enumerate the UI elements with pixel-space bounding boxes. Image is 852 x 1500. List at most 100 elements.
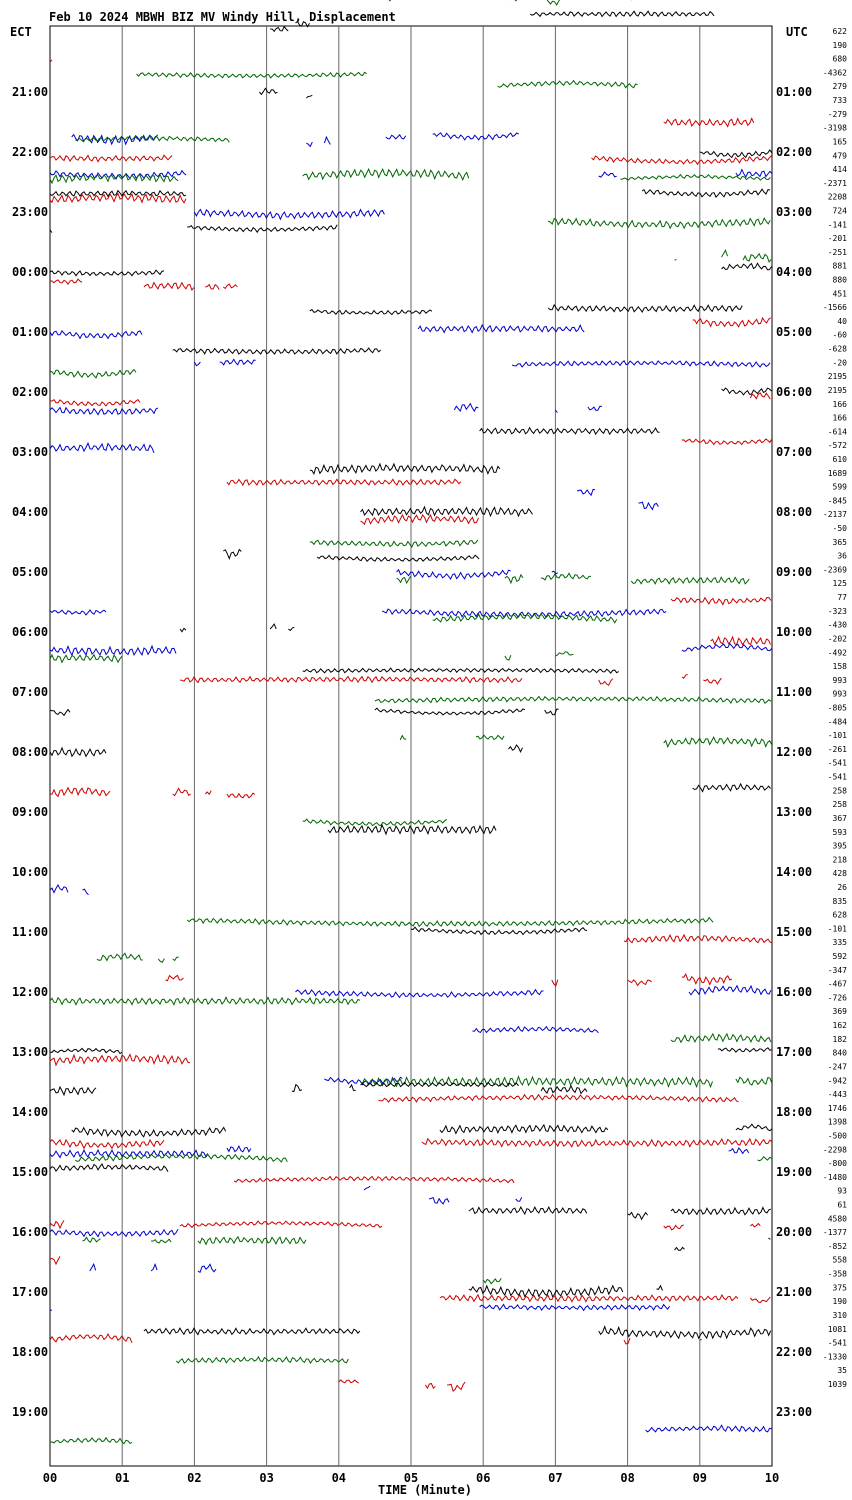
offset-label: 367 [833,814,848,823]
right-time-label: 07:00 [776,445,812,459]
trace-segment [598,678,614,687]
trace-segment [681,674,688,679]
trace-segment [150,1263,158,1272]
offset-label: 451 [833,289,848,298]
trace-segment [49,708,71,717]
right-time-label: 23:00 [776,1405,812,1419]
offset-label: -942 [828,1076,847,1085]
trace-segment [302,818,447,827]
offset-label: -541 [828,1339,847,1348]
offset-label: 428 [833,869,848,878]
trace-segment [547,217,771,230]
x-tick-label: 04 [332,1471,346,1485]
offset-label: 1746 [828,1104,847,1113]
trace-segment [302,167,470,182]
trace-segment [327,823,497,836]
offset-label: -1377 [823,1228,847,1237]
trace-segment [309,462,501,476]
offset-label: -2298 [823,1145,847,1154]
offset-label: -261 [828,745,847,754]
left-time-label: 15:00 [12,1165,48,1179]
trace-segment [49,59,53,63]
trace-segment [82,1236,101,1243]
trace-segment [49,1053,191,1067]
trace-segment [324,1076,403,1086]
left-time-label: 01:00 [12,325,48,339]
right-time-label: 10:00 [776,625,812,639]
offset-label: -484 [828,717,847,726]
trace-segment [735,168,773,179]
left-time-label: 08:00 [12,745,48,759]
trace-segment [598,171,617,178]
left-time-label: 22:00 [12,145,48,159]
offset-label: -628 [828,345,847,354]
offset-label: -492 [828,648,847,657]
offset-label: -1330 [823,1352,847,1361]
trace-segment [295,988,544,999]
trace-segment [360,1075,713,1089]
trace-segment [757,1155,772,1162]
trace-segment [49,1085,97,1097]
left-time-label: 04:00 [12,505,48,519]
trace-segment [551,570,559,575]
offset-label: 36 [837,552,847,561]
trace-segment [233,1175,515,1184]
offset-label: 158 [833,662,848,671]
offset-label: 125 [833,579,848,588]
trace-segment [504,655,512,661]
x-tick-label: 03 [259,1471,273,1485]
trace-segment [663,736,773,748]
offset-label: 610 [833,455,848,464]
trace-segment [187,224,338,234]
trace-segment [627,1211,648,1221]
trace-segment [768,1237,771,1240]
trace-segment [396,575,412,585]
trace-segment [417,323,585,334]
trace-segment [306,141,313,148]
offset-label: 1081 [828,1325,847,1334]
trace-segment [546,0,563,6]
left-time-label: 02:00 [12,385,48,399]
offset-label: 880 [833,276,848,285]
right-time-label: 09:00 [776,565,812,579]
trace-segment [49,996,361,1006]
trace-segment [89,1262,97,1272]
trace-segment [710,635,772,646]
offset-label: 26 [837,883,847,892]
trace-segment [49,653,123,664]
trace-segment [468,1205,588,1216]
trace-segment [49,189,187,198]
trace-segment [670,596,772,606]
trace-segment [49,441,155,454]
offset-label: 375 [833,1283,848,1292]
left-time-label: 17:00 [12,1285,48,1299]
offset-label: -443 [828,1090,847,1099]
trace-segment [374,695,772,704]
left-time-label: 07:00 [12,685,48,699]
offset-label: 622 [833,27,848,36]
offset-label: 61 [837,1201,847,1210]
trace-segment [50,399,141,407]
trace-segment [439,1293,739,1303]
x-tick-label: 01 [115,1471,129,1485]
trace-segment [49,786,111,798]
trace-segment [428,1196,450,1205]
offset-label: -358 [828,1270,847,1279]
offset-label: 162 [833,1021,848,1030]
trace-segment [223,548,242,560]
right-time-label: 11:00 [776,685,812,699]
trace-segment [49,644,177,657]
trace-segment [49,1332,133,1343]
x-tick-label: 05 [404,1471,418,1485]
left-time-label: 03:00 [12,445,48,459]
trace-segment [349,1083,356,1092]
offset-label: -4362 [823,68,847,77]
trace-segment [172,956,179,962]
trace-segment [670,1032,772,1044]
offset-label: 218 [833,855,848,864]
offset-label: -20 [833,358,848,367]
left-time-label: 19:00 [12,1405,48,1419]
trace-segment [515,1197,523,1202]
trace-segment [692,316,771,328]
trace-segment [186,916,714,928]
